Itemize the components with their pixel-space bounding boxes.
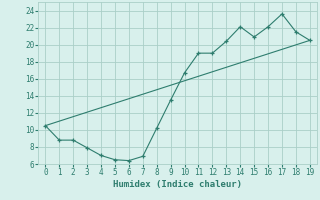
X-axis label: Humidex (Indice chaleur): Humidex (Indice chaleur) — [113, 180, 242, 189]
